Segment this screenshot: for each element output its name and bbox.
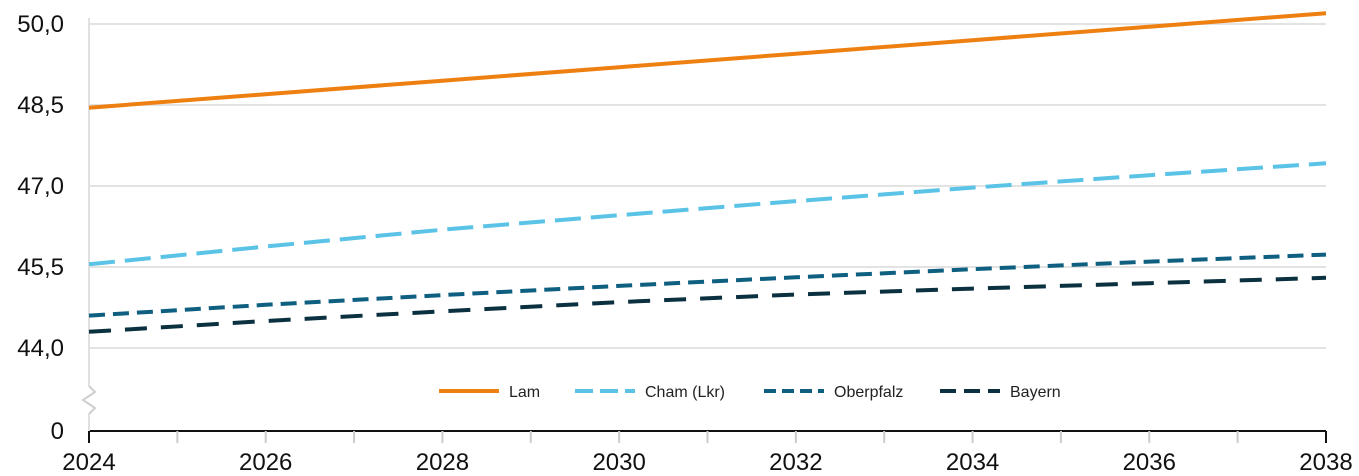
y-tick-label: 47,0 [17,173,64,200]
x-tick-label: 2038 [1299,449,1352,476]
legend-label: Cham (Lkr) [645,384,725,401]
series-line-cham-lkr [89,163,1326,264]
legend: Lam Cham (Lkr) Oberpfalz Bayern [439,384,1061,401]
y-tick-label: 50,0 [17,11,64,38]
series-lines [89,13,1326,332]
axis-break-marker [83,386,95,414]
y-tick-label: 48,5 [17,92,64,119]
x-tick-label: 2036 [1123,449,1176,476]
y-tick-label: 45,5 [17,254,64,281]
legend-label: Oberpfalz [834,384,903,401]
series-line-lam [89,13,1326,108]
axes [83,18,1326,431]
x-tick-label: 2034 [946,449,999,476]
legend-label: Lam [509,384,540,401]
y-tick-label: 44,0 [17,335,64,362]
x-tick-label: 2030 [592,449,645,476]
y-axis-ticks: 44,0 45,5 47,0 48,5 50,0 0 [17,11,64,445]
x-tick-label: 2028 [416,449,469,476]
x-tick-label: 2024 [62,449,115,476]
series-line-bayern [89,278,1326,332]
x-tick-label: 2026 [239,449,292,476]
y-tick-label: 0 [51,418,64,445]
x-axis-ticks: 2024 2026 2028 2030 2032 2034 2036 2038 [62,431,1352,476]
legend-label: Bayern [1010,384,1061,401]
x-tick-label: 2032 [769,449,822,476]
